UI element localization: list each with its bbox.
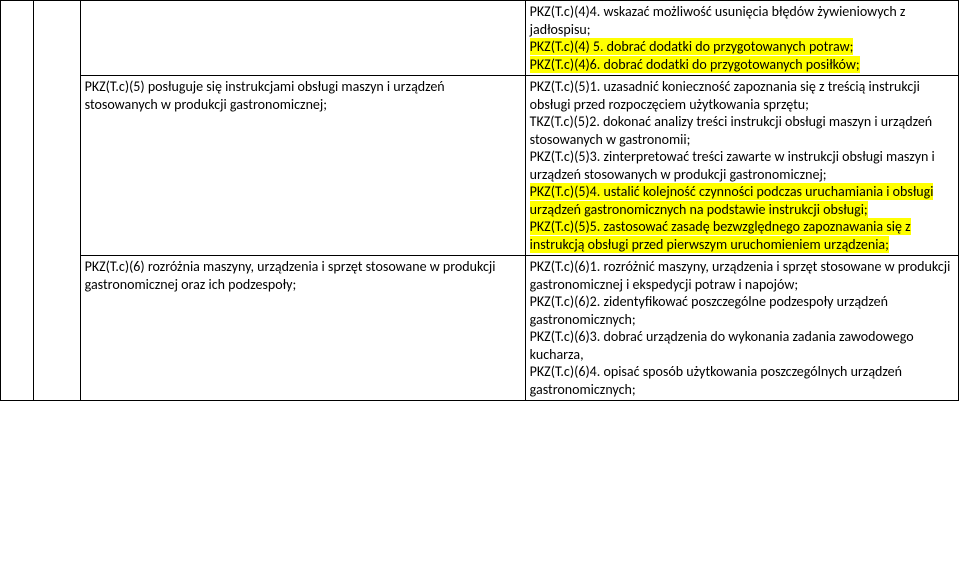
line: PKZ(T.c)(6)1. rozróżnić maszyny, urządze… [530,258,951,293]
line: PKZ(T.c)(6)3. dobrać urządzenia do wykon… [530,328,914,363]
table-row: PKZ(T.c)(4)4. wskazać możliwość usunięci… [1,1,959,76]
cell-right-0: PKZ(T.c)(4)4. wskazać możliwość usunięci… [525,1,958,76]
line: PKZ(T.c)(4) 5. dobrać dodatki do przygot… [530,38,854,55]
left-text: PKZ(T.c)(5) posługuje się instrukcjami o… [85,78,445,113]
table-row: PKZ(T.c)(5) posługuje się instrukcjami o… [1,76,959,256]
cell-blank-2 [33,1,80,401]
line: PKZ(T.c)(6)4. opisać sposób użytkowania … [530,363,902,398]
line: PKZ(T.c)(5)4. ustalić kolejność czynnośc… [530,183,934,218]
cell-left-0 [80,1,525,76]
cell-right-2: PKZ(T.c)(6)1. rozróżnić maszyny, urządze… [525,256,958,401]
cell-blank-1 [1,1,34,401]
line: PKZ(T.c)(6)2. zidentyfikować poszczególn… [530,293,888,328]
line: PKZ(T.c)(5)3. zinterpretować treści zawa… [530,148,935,183]
table-row: PKZ(T.c)(6) rozróżnia maszyny, urządzeni… [1,256,959,401]
cell-right-1: PKZ(T.c)(5)1. uzasadnić konieczność zapo… [525,76,958,256]
line: PKZ(T.c)(4)6. dobrać dodatki do przygoto… [530,56,860,73]
curriculum-table: PKZ(T.c)(4)4. wskazać możliwość usunięci… [0,0,959,401]
line: PKZ(T.c)(5)1. uzasadnić konieczność zapo… [530,78,920,113]
line: TKZ(T.c)(5)2. dokonać analizy treści ins… [530,113,932,148]
left-text: PKZ(T.c)(6) rozróżnia maszyny, urządzeni… [85,258,496,293]
cell-left-1: PKZ(T.c)(5) posługuje się instrukcjami o… [80,76,525,256]
cell-left-2: PKZ(T.c)(6) rozróżnia maszyny, urządzeni… [80,256,525,401]
line: PKZ(T.c)(4)4. wskazać możliwość usunięci… [530,3,906,38]
line: PKZ(T.c)(5)5. zastosować zasadę bezwzglę… [530,218,911,253]
